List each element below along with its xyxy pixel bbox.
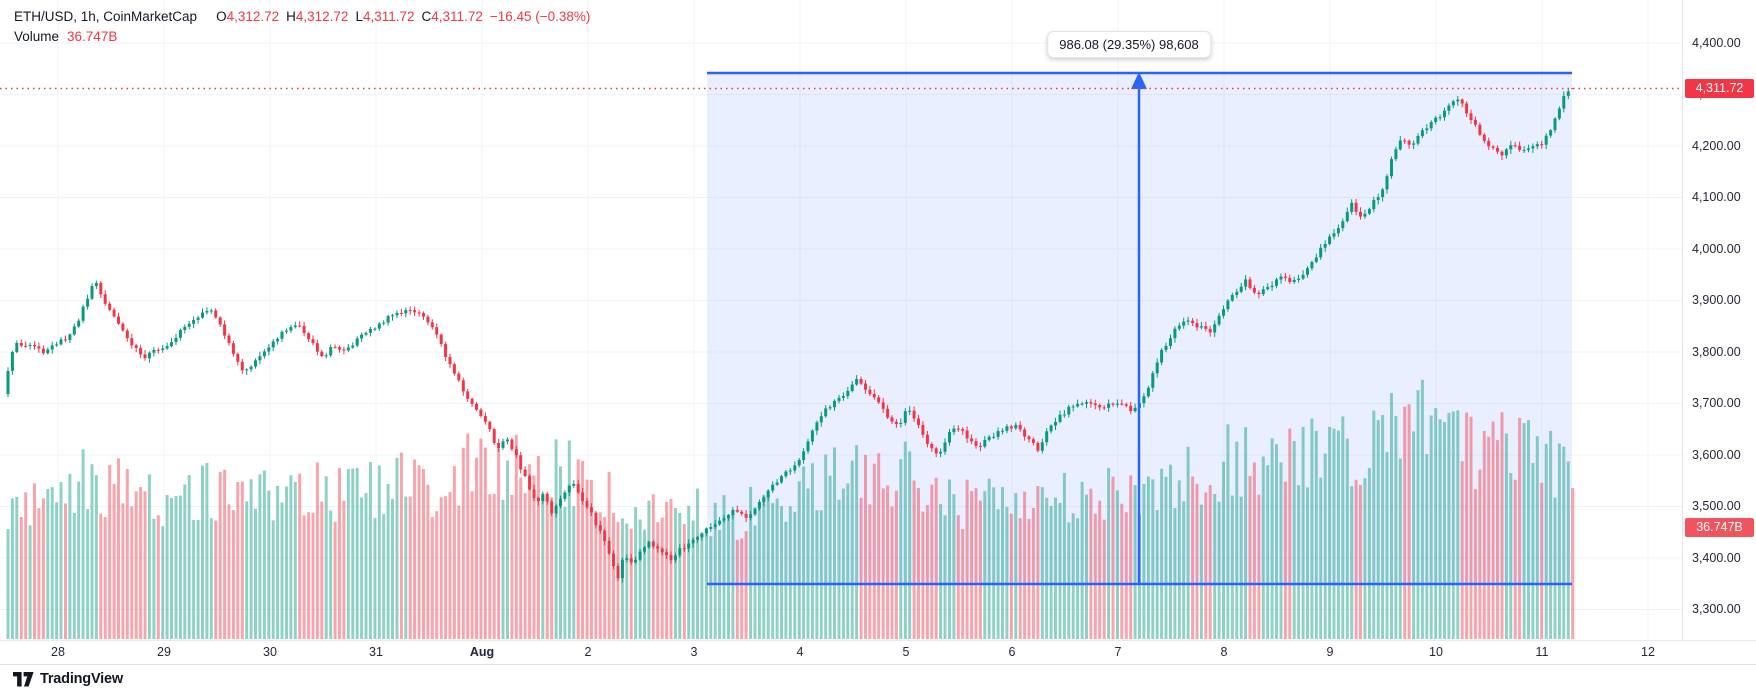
high-label: H — [286, 9, 296, 24]
legend: ETH/USD, 1h, CoinMarketCap O4,312.72 H4,31… — [14, 7, 590, 47]
price-axis-label: 3,700.00 — [1692, 396, 1741, 410]
volume-label[interactable]: Volume — [14, 29, 60, 44]
open-label: O — [216, 9, 227, 24]
time-axis-label: 3 — [690, 645, 698, 659]
time-axis-label: 2 — [584, 645, 592, 659]
time-axis-label: 6 — [1008, 645, 1016, 659]
time-axis[interactable]: 28 29 30 31 Aug 2 3 4 5 6 7 8 9 10 11 12 — [0, 640, 1756, 665]
price-axis-label: 3,800.00 — [1692, 344, 1741, 359]
legend-row-volume: Volume 36.747B — [14, 27, 590, 47]
change-value: −16.45 (−0.38%) — [489, 9, 591, 24]
price-axis-label: 3,900.00 — [1692, 293, 1741, 307]
time-axis-label: 28 — [51, 645, 65, 659]
symbol-title[interactable]: ETH/USD, 1h, CoinMarketCap — [14, 9, 198, 24]
time-axis-label: 29 — [157, 645, 171, 659]
time-axis-label: 9 — [1326, 645, 1334, 659]
volume-value: 36.747B — [67, 29, 118, 44]
price-axis-label: 4,100.00 — [1692, 190, 1741, 204]
price-axis-label: 4,200.00 — [1692, 138, 1741, 153]
volume-badge: 36.747B — [1685, 518, 1754, 537]
close-value: 4,311.72 — [431, 9, 483, 24]
time-axis-label: 8 — [1220, 645, 1228, 659]
time-axis-label: 5 — [902, 645, 910, 659]
low-label: L — [355, 9, 363, 24]
close-label: C — [421, 9, 432, 24]
chart-canvas[interactable] — [0, 0, 1682, 640]
tradingview-attribution[interactable]: TradingView — [13, 671, 123, 687]
time-axis-label: 7 — [1114, 645, 1122, 659]
time-axis-label: 4 — [796, 645, 804, 659]
time-axis-label: 30 — [263, 645, 277, 659]
open-value: 4,312.72 — [226, 9, 280, 24]
price-axis-label: 3,500.00 — [1692, 499, 1741, 513]
low-value: 4,311.72 — [362, 9, 415, 24]
time-axis-label: Aug — [469, 645, 495, 659]
price-axis-label: 3,400.00 — [1692, 550, 1741, 565]
price-axis[interactable]: 4,311.72 36.747B 4,400.004,300.004,200.0… — [1682, 0, 1756, 663]
tradingview-attribution-text: TradingView — [40, 671, 123, 687]
last-price-badge: 4,311.72 — [1685, 78, 1754, 98]
tradingview-logo-icon — [13, 671, 34, 686]
high-value: 4,312.72 — [295, 9, 349, 24]
time-axis-label: 10 — [1429, 645, 1443, 659]
time-axis-label: 31 — [369, 645, 383, 659]
price-range-measure-label[interactable]: 986.08 (29.35%) 98,608 — [1047, 31, 1211, 58]
time-axis-label: 11 — [1535, 645, 1549, 659]
price-axis-label: 4,400.00 — [1692, 35, 1741, 50]
price-axis-label: 3,600.00 — [1692, 447, 1741, 462]
legend-row-ohlc: ETH/USD, 1h, CoinMarketCap O4,312.72 H4,31… — [14, 7, 590, 27]
time-axis-label: 12 — [1641, 645, 1655, 659]
price-axis-label: 4,000.00 — [1692, 241, 1741, 256]
price-axis-label: 3,300.00 — [1692, 602, 1741, 616]
